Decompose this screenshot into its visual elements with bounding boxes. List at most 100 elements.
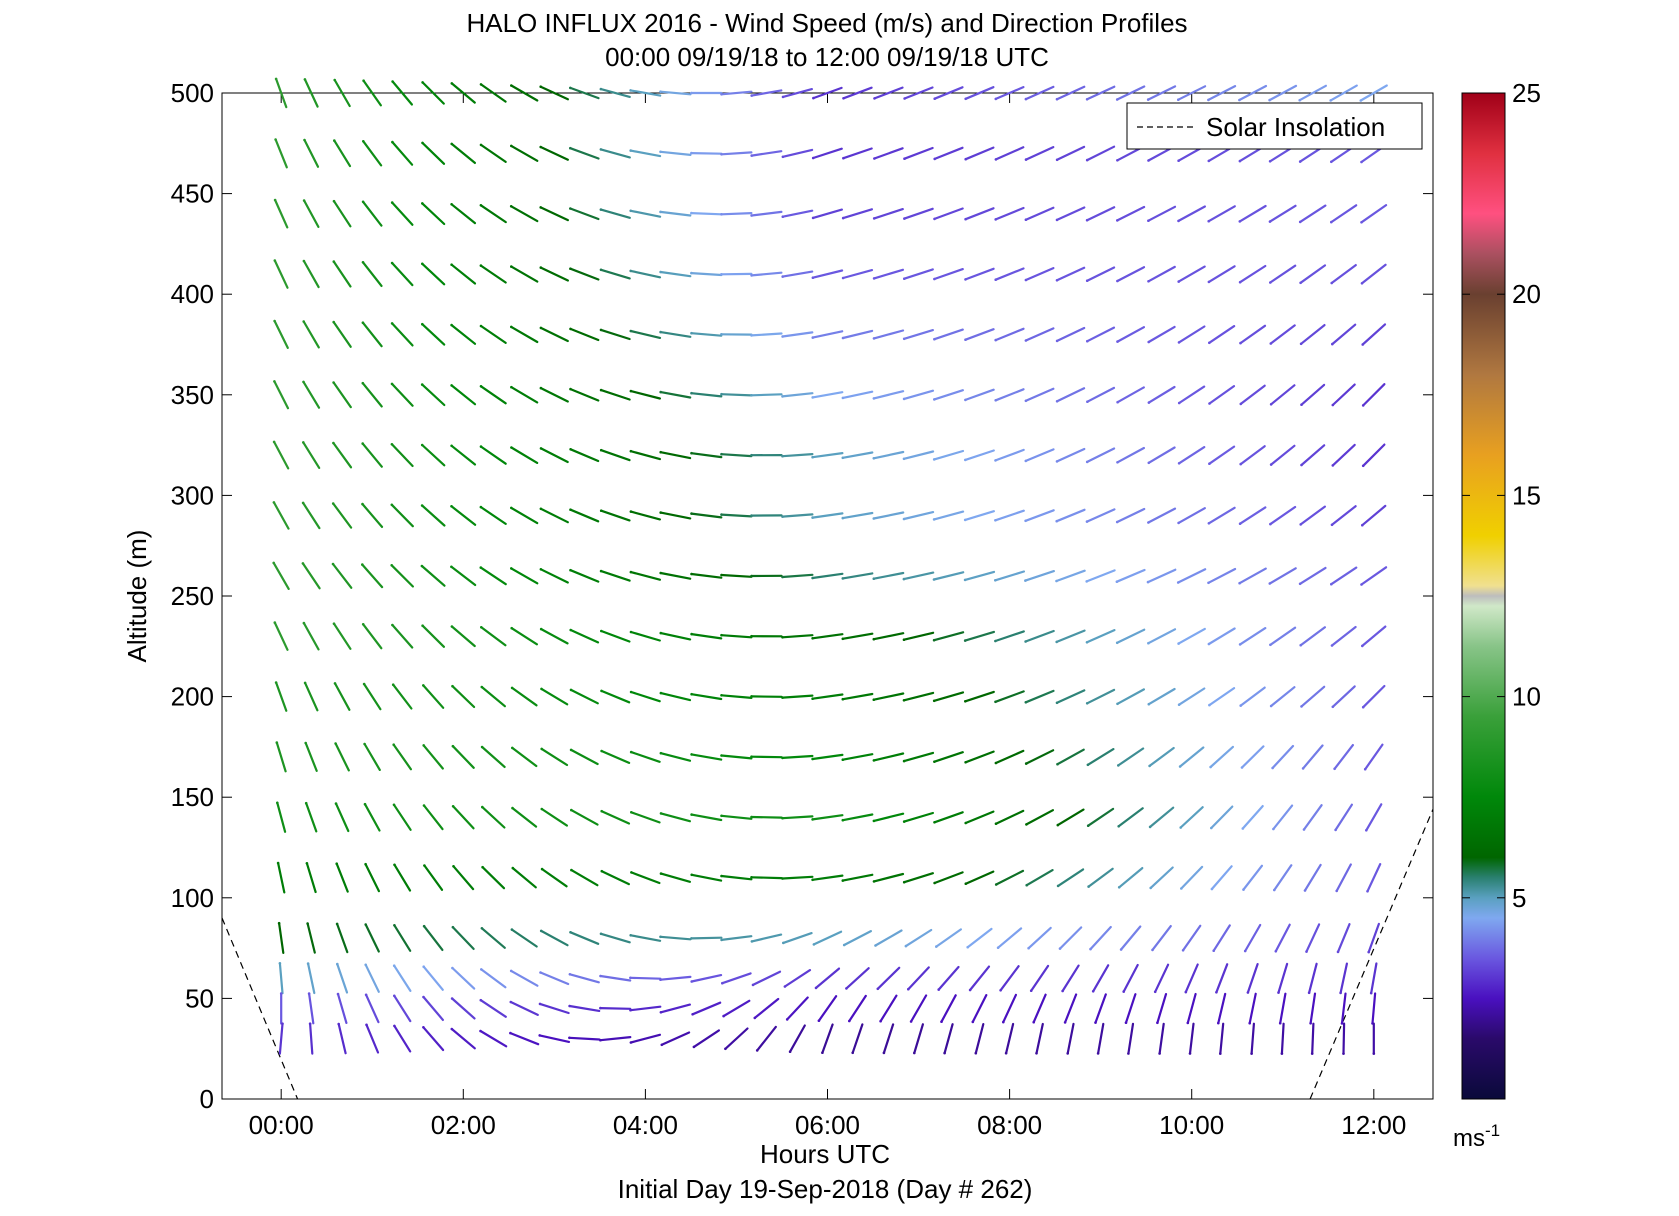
wind-vector [841,451,874,459]
wind-vector-head [690,151,693,155]
wind-vector-head [599,974,602,978]
wind-vector-head [781,816,784,820]
wind-vector [659,391,692,399]
wind-vector-head [479,505,483,509]
wind-vector [659,90,692,96]
wind-vector-head [1366,890,1369,893]
wind-vector [659,210,692,217]
wind-vector-head [479,1029,482,1033]
wind-vector [334,742,350,772]
wind-vector-head [1119,948,1123,951]
wind-vector [1087,807,1115,827]
wind-vector-head [935,945,938,948]
wind-vector [872,329,905,340]
wind-vector-head [629,934,632,937]
wind-vector [450,142,476,164]
wind-vector [872,511,905,520]
wind-vector-head [841,396,845,400]
wind-vector-head [755,1049,759,1052]
wind-vector-head [1117,825,1120,828]
wind-vector-head [391,683,395,686]
wind-vector-head [1298,582,1302,586]
wind-vector-head [393,1024,396,1028]
wind-vector-head [811,697,814,700]
wind-vector-head [659,691,663,695]
wind-vector [1330,625,1357,647]
wind-vector-head [479,445,483,448]
wind-vector-head [421,202,424,205]
wind-vector-head [785,1018,789,1021]
wind-vector-head [599,1006,602,1010]
wind-vector [964,146,995,161]
wind-vector [1096,1022,1105,1055]
wind-vector [391,623,414,649]
wind-vector [1269,324,1296,345]
wind-vector-head [420,383,424,386]
colorbar-unit: ms-1 [1453,1121,1500,1152]
wind-vector-head [876,987,880,991]
wind-vector-head [1329,99,1332,102]
colorbar-tick-label: 25 [1512,78,1541,108]
wind-vector-head [630,871,633,874]
wind-vector-head [750,214,753,217]
wind-vector-head [1330,644,1334,647]
wind-vector [393,924,412,952]
wind-vector-head [451,805,455,808]
wind-vector-head [872,517,876,520]
wind-vector-head [994,97,998,101]
wind-vector-head [365,1023,368,1027]
wind-vector-head [1147,521,1150,524]
wind-vector [1055,85,1086,101]
wind-vector-head [569,267,572,271]
wind-vector-head [390,261,394,265]
wind-vector-head [722,1014,725,1018]
wind-vector [1024,387,1055,402]
wind-vector-head [1207,642,1211,646]
wind-vector-head [1268,98,1271,102]
wind-vector-head [1058,947,1062,950]
wind-vector-head [570,808,573,812]
wind-vector-head [422,744,426,747]
wind-vector-head [450,323,453,327]
wind-vector-head [902,820,906,823]
wind-vector [999,965,1020,992]
wind-vector [510,928,538,948]
wind-vector-head [994,761,998,765]
wind-vector [336,962,349,994]
wind-vector [1055,629,1086,644]
wind-vector [1066,1022,1075,1055]
wind-vector [720,814,753,820]
wind-vector [272,501,290,530]
wind-vector-head [539,326,543,330]
wind-vector-head [538,1002,542,1006]
wind-vector [1299,204,1327,223]
wind-vector-head [964,217,967,221]
wind-vector-head [964,700,967,703]
wind-vector-head [1158,1052,1161,1055]
wind-vector-head [720,392,723,396]
solar-insolation-line [1309,809,1433,1099]
wind-vector-head [933,821,936,824]
wind-vector [1117,807,1144,828]
wind-vector [363,682,382,711]
wind-vector [659,1003,692,1014]
wind-vector-head [903,157,906,160]
wind-vector [1147,687,1176,706]
wind-vector [690,753,723,761]
wind-vector [539,266,570,282]
wind-vector [629,1005,662,1012]
wind-vector [786,996,809,1021]
wind-vector [659,935,692,941]
wind-vector-head [882,1051,886,1055]
wind-vector [1092,964,1110,993]
wind-vector-head [599,87,603,91]
wind-vector-head [659,330,662,334]
wind-vector [1086,688,1116,705]
wind-vector-head [1055,519,1058,523]
wind-vector [306,922,316,954]
wind-vector [872,632,905,641]
wind-vector-head [720,633,723,637]
wind-vector-head [304,801,308,805]
wind-vector-head [932,638,936,642]
wind-vector [660,1031,691,1046]
